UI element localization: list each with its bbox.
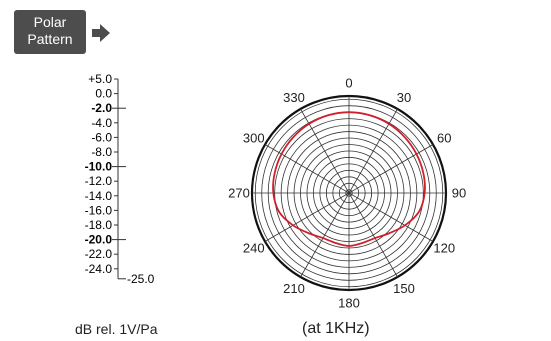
polar-pattern-curve (272, 111, 426, 247)
angle-label: 210 (283, 281, 305, 296)
scale-tick-label: -24.0 (85, 262, 113, 276)
db-scale: +5.00.0-2.0-4.0-6.0-8.0-10.0-12.0-14.0-1… (85, 72, 155, 286)
polar-plot: 0 30 60 90 120 150 180 210 240 270 300 330 (228, 76, 466, 311)
angle-label: 90 (452, 186, 466, 201)
scale-tick-label: -10.0 (85, 160, 113, 174)
badge-line-2: Pattern (27, 31, 73, 47)
scale-tick-label: -14.0 (85, 189, 113, 203)
polar-grid-spoke (300, 108, 398, 278)
scale-tick-label: -18.0 (85, 218, 113, 232)
frequency-caption: (at 1KHz) (302, 320, 370, 337)
angle-label: 300 (243, 131, 265, 146)
angle-label: 150 (393, 281, 415, 296)
scale-tick-label: 0.0 (95, 87, 112, 101)
angle-label: 0 (345, 76, 352, 91)
scale-tick-label: -6.0 (91, 130, 112, 144)
polar-pattern-badge: Polar Pattern (14, 10, 86, 54)
angle-label: 270 (228, 186, 250, 201)
scale-caption: dB rel. 1V/Pa (75, 321, 158, 337)
scale-tick-label: -20.0 (85, 233, 113, 247)
scale-tick-label: -8.0 (91, 145, 112, 159)
scale-end-label: -25.0 (127, 272, 155, 286)
badge-line-1: Polar (33, 14, 67, 30)
angle-label: 120 (433, 241, 455, 256)
scale-tick-label: -2.0 (91, 101, 112, 115)
angle-label: 330 (283, 90, 305, 105)
scale-tick-label: +5.0 (88, 72, 112, 86)
scale-tick-label: -16.0 (85, 203, 113, 217)
scale-tick-label: -12.0 (85, 174, 113, 188)
arrow-right-icon (92, 24, 110, 42)
angle-label: 180 (338, 296, 360, 311)
angle-label: 60 (437, 131, 451, 146)
angle-label: 30 (397, 90, 411, 105)
scale-tick-label: -22.0 (85, 247, 113, 261)
scale-tick-label: -4.0 (91, 116, 112, 130)
angle-label: 240 (243, 241, 265, 256)
